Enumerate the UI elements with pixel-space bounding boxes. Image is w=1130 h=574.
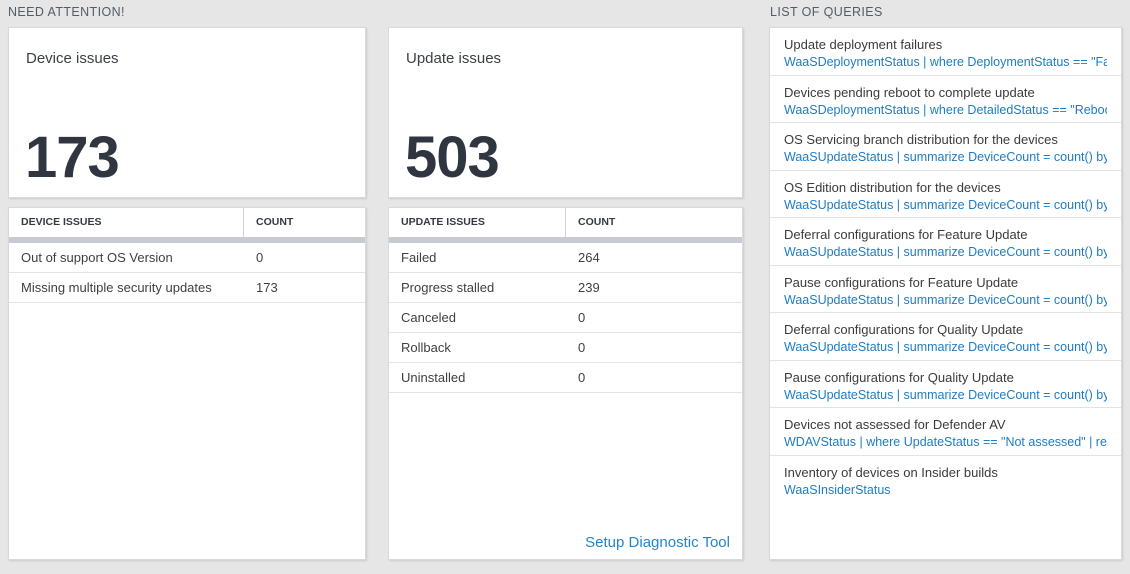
query-text-link: WaaSDeploymentStatus | where DetailedSta… <box>784 102 1107 117</box>
issue-label: Failed <box>401 250 437 265</box>
query-title: Pause configurations for Feature Update <box>784 274 1019 290</box>
need-attention-header: NEED ATTENTION! <box>8 5 125 19</box>
query-list-item[interactable]: Pause configurations for Feature Update … <box>770 266 1121 313</box>
query-text-link: WaaSUpdateStatus | summarize DeviceCount… <box>784 197 1107 212</box>
issue-count: 264 <box>578 250 600 265</box>
table-row[interactable]: Rollback 0 <box>389 333 742 363</box>
table-row[interactable]: Canceled 0 <box>389 303 742 333</box>
query-list-item[interactable]: Devices not assessed for Defender AV WDA… <box>770 408 1121 456</box>
table-row[interactable]: Progress stalled 239 <box>389 273 742 303</box>
table-row[interactable]: Failed 264 <box>389 243 742 273</box>
table-divider-bar <box>9 237 365 243</box>
query-text-link: WaaSUpdateStatus | summarize DeviceCount… <box>784 340 1107 354</box>
update-issues-tile[interactable]: Update issues 503 <box>388 27 743 198</box>
setup-diagnostic-tool-link[interactable]: Setup Diagnostic Tool <box>585 534 730 551</box>
issue-count: 0 <box>578 310 586 325</box>
device-issues-column-header: DEVICE ISSUES <box>9 208 244 237</box>
query-list-item[interactable]: OS Servicing branch distribution for the… <box>770 123 1121 171</box>
table-row[interactable]: Uninstalled 0 <box>389 363 742 393</box>
update-table-header: UPDATE ISSUES COUNT <box>389 208 742 237</box>
query-text-link: WaaSUpdateStatus | summarize DeviceCount… <box>784 150 1107 164</box>
query-title: Devices not assessed for Defender AV <box>784 417 1006 432</box>
device-issues-count: 173 <box>25 125 120 190</box>
update-issues-column-header: UPDATE ISSUES <box>389 208 566 237</box>
device-table-header: DEVICE ISSUES COUNT <box>9 208 365 237</box>
query-title: Deferral configurations for Quality Upda… <box>784 322 1024 337</box>
queries-panel: Update deployment failures WaaSDeploymen… <box>769 27 1122 560</box>
device-issues-title: Device issues <box>26 50 119 67</box>
query-list-item[interactable]: OS Edition distribution for the devices … <box>770 171 1121 218</box>
query-text-link: WaaSUpdateStatus | summarize DeviceCount… <box>784 387 1107 402</box>
query-list-item[interactable]: Deferral configurations for Quality Upda… <box>770 313 1121 361</box>
list-of-queries-header: LIST OF QUERIES <box>770 5 883 19</box>
device-issues-tile[interactable]: Device issues 173 <box>8 27 366 198</box>
query-text-link: WaaSInsiderStatus <box>784 482 891 497</box>
issue-count: 239 <box>578 280 600 295</box>
issue-label: Canceled <box>401 310 456 325</box>
query-title: OS Servicing branch distribution for the… <box>784 132 1058 147</box>
query-title: Devices pending reboot to complete updat… <box>784 84 1035 100</box>
query-title: Deferral configurations for Feature Upda… <box>784 227 1028 242</box>
count-column-header: COUNT <box>578 216 616 228</box>
query-title: Update deployment failures <box>784 37 943 52</box>
table-row[interactable]: Missing multiple security updates 173 <box>9 273 365 303</box>
issue-count: 173 <box>256 280 278 295</box>
device-issues-table: DEVICE ISSUES COUNT Out of support OS Ve… <box>8 207 366 560</box>
query-title: Inventory of devices on Insider builds <box>784 464 998 480</box>
query-text-link: WaaSDeploymentStatus | where DeploymentS… <box>784 55 1107 69</box>
issue-label: Rollback <box>401 340 451 355</box>
table-divider-bar <box>389 237 742 243</box>
query-title: Pause configurations for Quality Update <box>784 369 1014 385</box>
issue-count: 0 <box>578 370 586 385</box>
query-list-item[interactable]: Devices pending reboot to complete updat… <box>770 76 1121 123</box>
table-row[interactable]: Out of support OS Version 0 <box>9 243 365 273</box>
query-text-link: WaaSUpdateStatus | summarize DeviceCount… <box>784 245 1107 259</box>
query-list-item[interactable]: Deferral configurations for Feature Upda… <box>770 218 1121 266</box>
query-text-link: WaaSUpdateStatus | summarize DeviceCount… <box>784 292 1107 307</box>
update-issues-table: UPDATE ISSUES COUNT Failed 264 Progress … <box>388 207 743 560</box>
issue-label: Missing multiple security updates <box>21 280 212 295</box>
query-list-item[interactable]: Pause configurations for Quality Update … <box>770 361 1121 408</box>
update-issues-count: 503 <box>405 125 500 190</box>
query-text-link: WDAVStatus | where UpdateStatus == "Not … <box>784 435 1107 449</box>
count-column-header: COUNT <box>256 216 294 228</box>
issue-count: 0 <box>578 340 586 355</box>
issue-label: Out of support OS Version <box>21 250 173 265</box>
query-list-item[interactable]: Update deployment failures WaaSDeploymen… <box>770 28 1121 76</box>
issue-count: 0 <box>256 250 264 265</box>
issue-label: Uninstalled <box>401 370 466 385</box>
issue-label: Progress stalled <box>401 280 495 295</box>
query-list-item[interactable]: Inventory of devices on Insider builds W… <box>770 456 1121 504</box>
update-issues-title: Update issues <box>406 50 502 67</box>
query-title: OS Edition distribution for the devices <box>784 179 1001 195</box>
